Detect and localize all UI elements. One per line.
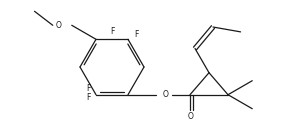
Text: O: O bbox=[163, 90, 169, 99]
Text: O: O bbox=[188, 112, 194, 121]
Text: O: O bbox=[56, 21, 62, 30]
Text: F: F bbox=[86, 93, 90, 102]
Text: F: F bbox=[134, 30, 138, 39]
Text: F: F bbox=[110, 27, 114, 36]
Text: F: F bbox=[86, 84, 90, 93]
